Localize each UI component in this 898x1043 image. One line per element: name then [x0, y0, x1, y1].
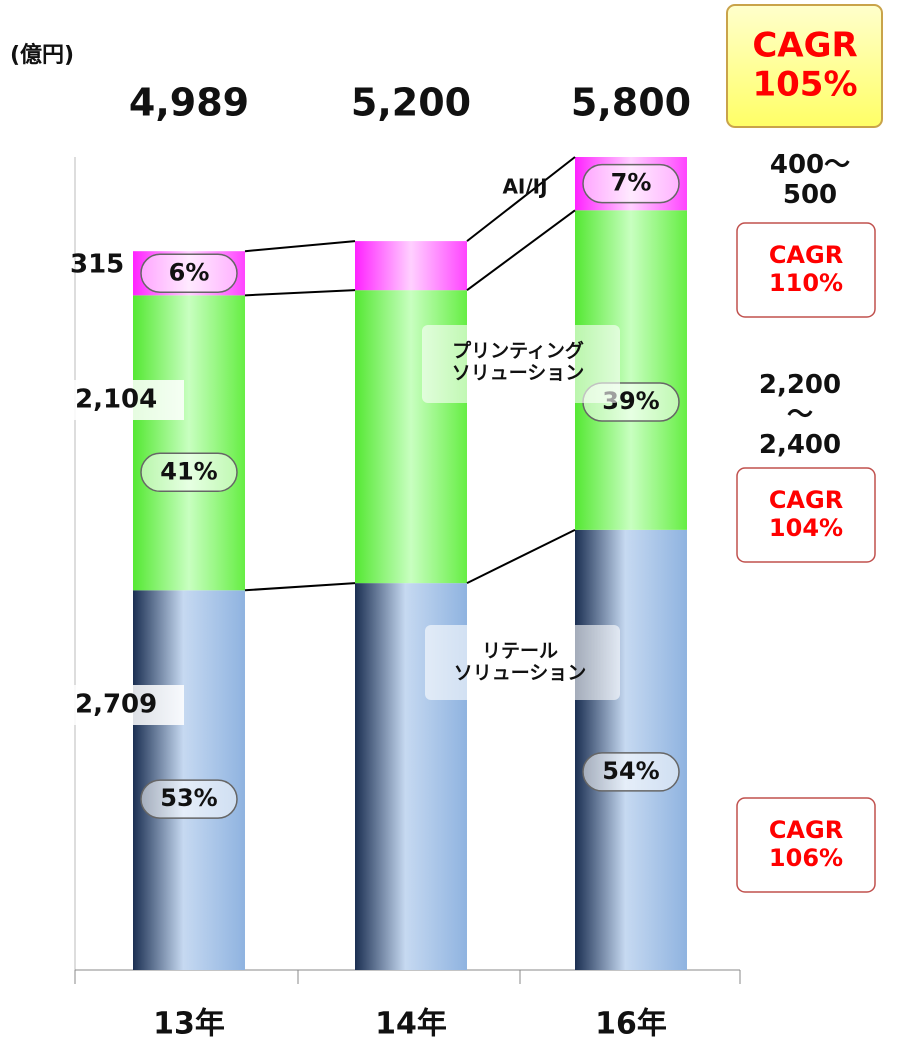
connector — [466, 528, 576, 585]
total-label: 5,200 — [351, 81, 471, 125]
forecast-range: 2,200 〜 2,400 — [759, 370, 841, 460]
bar-segment — [355, 241, 467, 291]
share-pill — [582, 752, 680, 792]
total-label: 4,989 — [129, 81, 249, 125]
share-pill — [140, 779, 238, 819]
share-pill — [140, 452, 238, 493]
x-tick-label: 14年 — [375, 1007, 447, 1042]
connector — [244, 240, 356, 253]
share-label: 6% — [169, 258, 210, 286]
cagr-label: CAGR 110% — [769, 241, 843, 297]
value-label: 2,104 — [75, 385, 157, 415]
share-label: 53% — [160, 784, 217, 812]
x-tick-label: 16年 — [595, 1007, 667, 1042]
cagr-label: CAGR 106% — [769, 816, 843, 872]
value-label: 2,709 — [75, 690, 157, 720]
connector — [244, 582, 356, 592]
cagr-box — [736, 222, 876, 318]
cagr-label: CAGR 104% — [769, 486, 843, 542]
cagr-box — [736, 467, 876, 563]
share-pill — [140, 253, 238, 294]
cagr-total: CAGR 105% — [752, 25, 857, 104]
total-label: 5,800 — [571, 81, 691, 125]
series-name: AI/IJ — [502, 175, 547, 199]
forecast-range: 400〜 500 — [770, 150, 850, 210]
unit-label: (億円) — [10, 42, 74, 68]
share-pill — [582, 163, 680, 204]
share-label: 41% — [160, 457, 217, 485]
legend-bg — [425, 625, 620, 700]
connector — [466, 209, 576, 291]
x-tick-label: 13年 — [153, 1007, 225, 1042]
cagr-box — [736, 797, 876, 893]
share-label: 54% — [602, 757, 659, 785]
share-label: 7% — [611, 169, 652, 197]
label-bg — [72, 380, 184, 420]
series-name: リテールソリューション — [454, 640, 587, 684]
value-label: 315 — [70, 250, 124, 280]
bar-segment — [575, 529, 687, 970]
bar-segment — [133, 295, 245, 591]
series-name: プリンティングソリューション — [452, 339, 585, 384]
connector — [466, 156, 576, 242]
legend-bg — [422, 325, 620, 403]
cagr-box — [726, 4, 883, 128]
label-bg — [72, 685, 184, 725]
connector — [244, 289, 356, 297]
